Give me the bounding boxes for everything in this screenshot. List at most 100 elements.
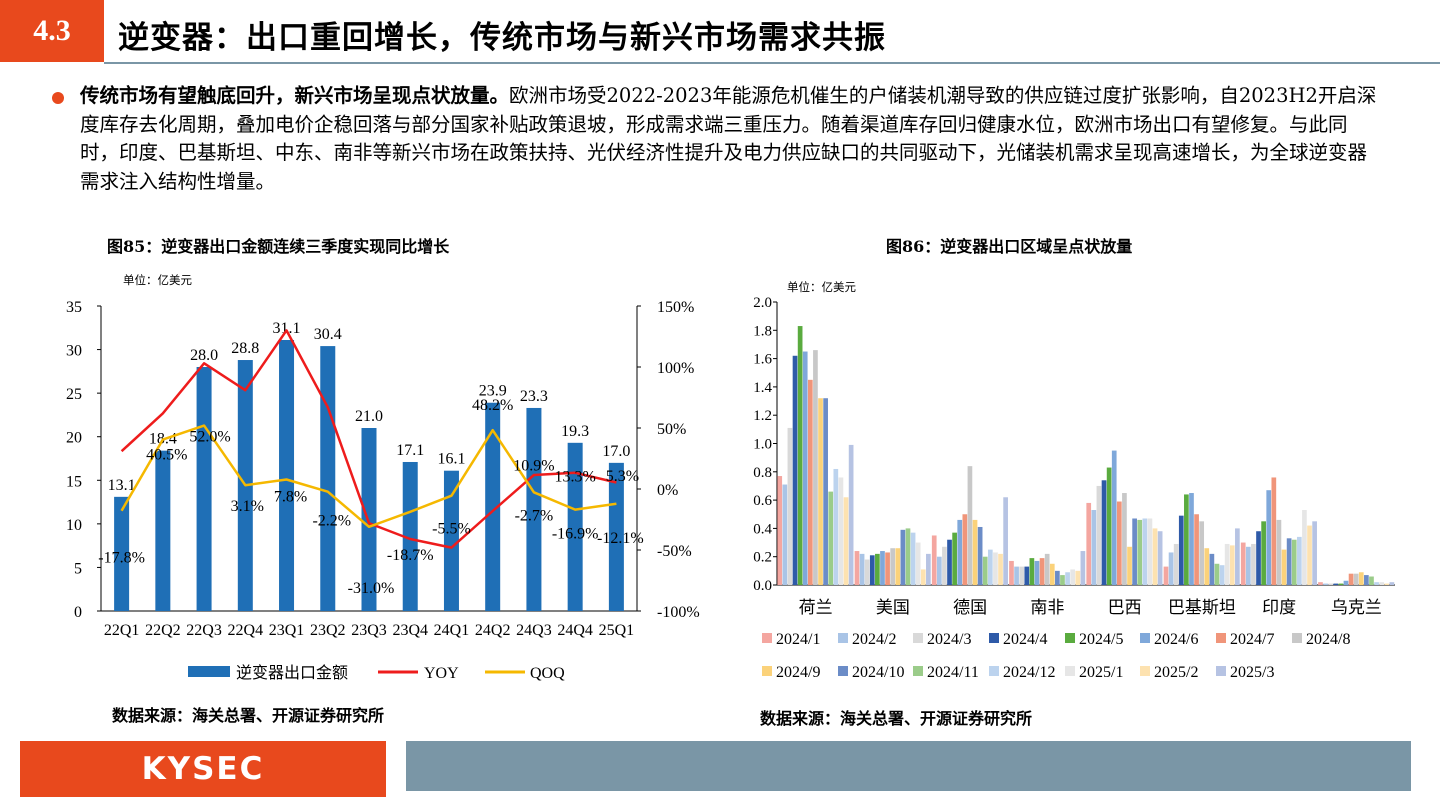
fig86-bar <box>987 549 993 585</box>
fig86-bar <box>885 552 890 585</box>
fig86-bar <box>1271 477 1277 585</box>
fig86-bar <box>1034 560 1040 585</box>
fig85-x-tick-label: 22Q4 <box>228 622 264 639</box>
fig85-bar-label: 23.9 <box>479 383 507 400</box>
fig85-title: 图85：逆变器出口金额连续三季度实现同比增长 <box>107 237 450 256</box>
fig85-y-tick-label: 0 <box>74 604 82 621</box>
fig86-bar <box>1240 542 1246 585</box>
fig86-bar <box>1204 548 1210 585</box>
fig86-legend-swatch <box>762 633 772 643</box>
fig86-bar <box>875 553 880 585</box>
fig86-bar <box>936 556 942 585</box>
fig86-bar <box>1214 563 1220 585</box>
fig86-bar <box>1194 514 1199 585</box>
fig86-bar <box>1173 543 1179 585</box>
fig86-legend-label: 2024/10 <box>852 664 904 681</box>
fig86-bar <box>1229 545 1235 585</box>
fig86-bar <box>1379 582 1385 585</box>
fig86-bar <box>859 553 865 585</box>
fig85-y2-tick-label: -50% <box>657 543 692 560</box>
fig86-bar <box>1343 580 1349 585</box>
fig86-bar <box>1044 553 1050 585</box>
fig85-bar-label: 28.8 <box>231 340 259 357</box>
fig86-bar <box>993 552 998 585</box>
fig86-legend-swatch <box>913 666 923 676</box>
fig86-bar <box>1348 573 1354 585</box>
fig86-x-tick-label: 印度 <box>1262 598 1296 617</box>
fig85-y2-tick-label: 150% <box>657 299 694 316</box>
fig85-bar <box>155 450 171 611</box>
fig86-bar <box>915 542 921 585</box>
fig86-x-tick-label: 美国 <box>876 598 910 617</box>
fig86-bar <box>1384 583 1390 585</box>
fig85-line-label: 3.1% <box>231 498 264 515</box>
fig86-bar <box>957 519 963 585</box>
fig85-bar <box>320 346 336 611</box>
fig86-bar <box>792 355 798 585</box>
fig86-legend-label: 2024/12 <box>1003 664 1055 681</box>
fig86-bar <box>1219 565 1225 585</box>
fig85-x-tick-label: 24Q4 <box>557 622 593 639</box>
fig86-bar <box>1024 566 1030 585</box>
fig85-line-label: -12.1% <box>597 530 644 547</box>
fig86-bar <box>787 427 793 585</box>
fig86-bar <box>1312 521 1317 585</box>
fig86-legend-label: 2025/2 <box>1154 664 1198 681</box>
fig86-bar <box>1096 485 1102 585</box>
logo-text: KYSEC <box>141 751 265 787</box>
fig85-y-tick-label: 15 <box>66 473 82 490</box>
fig86-legend-swatch <box>1140 633 1150 643</box>
fig86-bar <box>1364 575 1369 585</box>
fig85-line-label: 40.5% <box>146 447 187 464</box>
fig86-bar <box>1374 582 1379 585</box>
fig86-bar <box>1127 546 1132 585</box>
fig86-bar <box>848 444 854 585</box>
fig86-bar <box>1080 551 1086 585</box>
fig86-legend-swatch <box>913 633 923 643</box>
fig86-legend-swatch <box>1292 633 1302 643</box>
fig86-bar <box>931 535 937 585</box>
fig86-bar <box>828 491 834 585</box>
fig85-y-tick-label: 25 <box>66 386 82 403</box>
fig86-bar <box>1369 576 1374 585</box>
fig85-legend-label: QOQ <box>530 665 565 682</box>
fig86-legend-label: 2024/8 <box>1306 631 1350 648</box>
section-number-badge: 4.3 <box>0 0 104 62</box>
fig86-bar <box>1358 572 1364 585</box>
fig86-bar <box>1256 531 1261 585</box>
fig86-y-tick-label: 0.0 <box>753 578 772 594</box>
fig86-bar <box>1307 525 1312 585</box>
fig85-bar-label: 19.3 <box>561 423 589 440</box>
fig85-chart: 0 5 10 15 20 25 30 35 -100% -50% 0% 50% 100% 150% 13.1… <box>66 299 700 682</box>
fig86-bar <box>1235 528 1240 585</box>
fig86-y-tick-label: 1.4 <box>753 380 772 396</box>
fig85-bar-label: 17.1 <box>396 442 424 459</box>
fig86-bar <box>797 326 803 585</box>
fig86-bar <box>1328 583 1334 585</box>
fig86-bar <box>1091 510 1097 585</box>
fig86-y-tick-label: 0.4 <box>753 521 772 537</box>
fig86-legend-swatch <box>1065 666 1075 676</box>
fig85-x-tick-label: 24Q3 <box>516 622 552 639</box>
fig86-bar <box>962 514 968 585</box>
fig86-bar <box>1019 566 1025 585</box>
fig86-legend-label: 2024/1 <box>776 631 820 648</box>
fig85-line-label: 10.9% <box>513 457 554 474</box>
fig86-y-tick-label: 1.8 <box>753 323 772 339</box>
fig86-bar <box>1286 538 1292 585</box>
fig86-bar <box>972 519 978 585</box>
fig85-bar-label: 16.1 <box>437 451 465 468</box>
fig86-bar <box>1106 467 1112 585</box>
fig86-legend-label: 2024/11 <box>927 664 979 681</box>
fig85-line-label: -18.7% <box>387 547 434 564</box>
fig85-unit: 单位：亿美元 <box>123 273 192 287</box>
fig86-bar <box>1003 497 1008 585</box>
fig85-bar <box>608 462 624 611</box>
fig85-qoq-line <box>120 424 617 529</box>
fig85-line-label: 13.3% <box>554 469 595 486</box>
fig85-bar <box>526 407 542 611</box>
fig85-legend-swatch-bar <box>188 666 230 677</box>
fig86-bar <box>854 551 860 585</box>
fig86-bar <box>1009 560 1014 585</box>
fig85-bar-label: 17.0 <box>602 443 630 460</box>
